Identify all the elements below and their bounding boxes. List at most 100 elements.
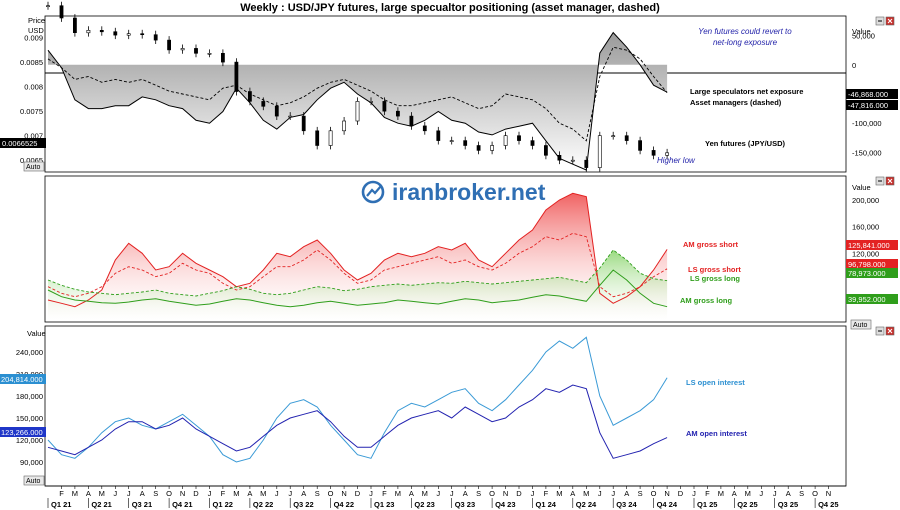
x-month-label: J <box>773 489 777 498</box>
x-quarter-label: Q4 22 <box>334 500 354 509</box>
price-box <box>0 138 46 148</box>
panel3-minimize-button[interactable] <box>875 326 885 336</box>
x-month-label: O <box>651 489 657 498</box>
x-month-label: F <box>59 489 64 498</box>
panel1-minimize-button[interactable] <box>875 16 885 26</box>
candle-body <box>530 140 535 146</box>
candle-body <box>503 135 508 146</box>
x-month-label: S <box>153 489 158 498</box>
candle-body <box>113 31 118 36</box>
panel2-close-button[interactable] <box>885 176 895 186</box>
x-axis-quarter-labels: Q1 21 Q2 21 Q3 21 Q4 21 Q1 22 Q2 22 Q3 22 Q4 22… <box>47 498 839 509</box>
x-month-label: J <box>436 489 440 498</box>
ls-oi-box-value: 204,814.000 <box>1 375 43 384</box>
auto-button-panel2[interactable]: Auto <box>850 319 872 330</box>
p1RightTicks-label: 0 <box>852 61 856 70</box>
x-month-label: M <box>233 489 239 498</box>
x-month-label: A <box>786 489 791 498</box>
x-month-label: J <box>598 489 602 498</box>
panel1-left-axis-label: Price <box>28 16 45 25</box>
x-quarter-label: Q1 21 <box>51 500 71 509</box>
ls-oi-box <box>0 374 46 384</box>
panel2-right-axis-label: Value <box>852 183 871 192</box>
annotation-ls-net: Large speculators net exposure <box>690 87 803 96</box>
candle-body <box>651 150 656 156</box>
x-quarter-label: Q3 23 <box>455 500 475 509</box>
auto-button-panel3[interactable]: Auto <box>23 475 45 486</box>
candle-body <box>597 135 602 168</box>
panel1-close-button[interactable] <box>885 16 895 26</box>
x-month-label: D <box>193 489 199 498</box>
am-long-box-value: 39,952.000 <box>848 295 886 304</box>
x-quarter-label: Q1 25 <box>697 500 717 509</box>
candle-body <box>665 152 670 156</box>
p1RightTicks-label: -150,000 <box>852 149 882 158</box>
candle-body <box>463 140 468 146</box>
panel2-minimize-button[interactable] <box>875 176 885 186</box>
annotation-ls-oi: LS open interest <box>686 378 745 387</box>
x-month-label: A <box>301 489 306 498</box>
candle-body <box>126 33 131 36</box>
p1LeftTicks-label: 0.009 <box>24 34 43 43</box>
x-month-label: J <box>759 489 763 498</box>
x-quarter-label: Q3 22 <box>293 500 313 509</box>
auto-label-panel3: Auto <box>26 478 41 485</box>
am-gross-long-line <box>47 269 668 308</box>
x-month-label: S <box>638 489 643 498</box>
am-oi-box-value: 123,266.000 <box>1 428 43 437</box>
candle-body <box>301 115 306 132</box>
p1RightTicks-label: 50,000 <box>852 32 875 41</box>
candle-body <box>288 115 293 118</box>
candle-body <box>73 17 77 33</box>
x-quarter-label: Q3 21 <box>132 500 152 509</box>
yen-futures-candles <box>46 1 670 172</box>
auto-button-panel1[interactable]: Auto <box>23 161 45 172</box>
ls-gross-short-line <box>47 232 668 298</box>
x-month-label: F <box>221 489 226 498</box>
x-quarter-label: Q3 25 <box>778 500 798 509</box>
annotation-futures: Yen futures (JPY/USD) <box>705 139 786 148</box>
p2RightTicks-label: 120,000 <box>852 249 879 258</box>
p2RightTicks-label: 160,000 <box>852 223 879 232</box>
x-month-label: M <box>556 489 562 498</box>
candle-body <box>328 130 333 146</box>
x-month-label: M <box>72 489 78 498</box>
panel3-left-ticks: 240,000210,000180,000150,000120,00090,00… <box>16 348 43 467</box>
p1LeftTicks-label: 0.0065 <box>20 156 43 165</box>
p3LeftTicks-label: 120,000 <box>16 436 43 445</box>
x-month-label: J <box>692 489 696 498</box>
candle-body <box>570 159 575 162</box>
candle-body <box>584 159 589 168</box>
x-month-label: M <box>583 489 589 498</box>
ls-net-box <box>846 89 898 99</box>
x-month-label: J <box>113 489 117 498</box>
annotation-am-oi: AM open interest <box>686 429 747 438</box>
x-quarter-label: Q4 24 <box>657 500 678 509</box>
ls-net-box-value: -46,868.000 <box>848 90 888 99</box>
x-month-label: A <box>732 489 737 498</box>
ls-short-box-value: 96,798.000 <box>848 260 886 269</box>
x-month-label: J <box>531 489 535 498</box>
x-quarter-label: Q2 24 <box>576 500 597 509</box>
x-month-label: A <box>86 489 91 498</box>
x-quarter-label: Q4 21 <box>172 500 192 509</box>
p1LeftTicks-label: 0.008 <box>24 83 43 92</box>
auto-label-panel1: Auto <box>26 164 41 171</box>
panel3-frame <box>44 325 847 487</box>
x-month-label: O <box>166 489 172 498</box>
am-net-box <box>846 100 898 110</box>
am-long-box <box>846 294 898 304</box>
panel3-close-button[interactable] <box>885 326 895 336</box>
am-net-box-value: -47,816.000 <box>848 101 888 110</box>
candle-body <box>274 106 279 117</box>
candle-body <box>207 52 212 55</box>
x-month-label: O <box>489 489 495 498</box>
x-month-label: J <box>288 489 292 498</box>
ls-net-exposure-area <box>48 32 668 170</box>
p1LeftTicks-label: 0.007 <box>24 132 43 141</box>
candle-body <box>46 5 50 7</box>
candle-body <box>490 145 495 151</box>
annotation-am-long: AM gross long <box>680 296 733 305</box>
candle-body <box>369 101 373 103</box>
